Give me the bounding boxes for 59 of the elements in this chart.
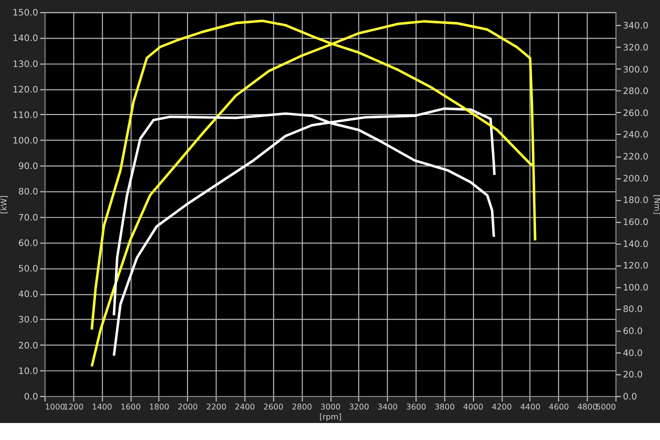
y-tick-label: 90.0	[18, 162, 38, 172]
y2-tick-label: 120.0	[622, 262, 649, 272]
x-tick-label: 1600	[120, 402, 141, 412]
y2-tick-label: 220.0	[622, 152, 649, 163]
y-tick-label: 30.0	[18, 316, 38, 326]
x-tick-label: 3400	[378, 402, 398, 412]
y2-tick-label: 100.0	[622, 283, 649, 294]
x-tick-label: 2800	[292, 402, 312, 412]
y-tick-label: 20.0	[18, 341, 38, 352]
y-tick-label: 10.0	[18, 366, 38, 377]
x-tick-label: 1200	[64, 402, 84, 412]
y2-tick-label: 160.0	[622, 218, 649, 228]
x-tick-label: 5000	[596, 402, 616, 412]
x-tick-label: 3600	[406, 402, 426, 412]
x-tick-label: 4800	[577, 402, 598, 412]
x-tick-label: 2200	[206, 402, 226, 412]
x-tick-label: 2400	[234, 402, 255, 412]
y2-tick-label: 20.0	[622, 370, 644, 381]
y-tick-label: 0.0	[24, 392, 38, 403]
y-tick-label: 60.0	[18, 238, 38, 249]
x-tick-label: 2600	[263, 402, 284, 412]
y-tick-label: 100.0	[12, 136, 38, 147]
y-tick-label: 40.0	[18, 290, 38, 300]
x-tick-label: 3800	[434, 402, 455, 412]
y-axis-title: [kW]	[0, 195, 9, 214]
x-tick-label: 3000	[320, 402, 341, 412]
y-tick-label: 120.0	[12, 85, 38, 96]
x-tick-label: 4200	[492, 402, 512, 412]
y2-tick-label: 240.0	[622, 130, 649, 141]
y-tick-label: 50.0	[18, 264, 38, 275]
x-tick-label: 4400	[520, 402, 540, 412]
y2-tick-label: 200.0	[622, 174, 649, 184]
x-axis-title: [rpm]	[319, 412, 342, 422]
x-tick-label: 4600	[548, 402, 569, 412]
y2-tick-label: 60.0	[622, 327, 644, 338]
y2-tick-label: 0.0	[622, 392, 638, 403]
y-tick-label: 80.0	[18, 188, 38, 198]
y-tick-label: 70.0	[18, 213, 38, 224]
y2-tick-label: 140.0	[622, 240, 649, 250]
x-tick-label: 4000	[463, 402, 484, 412]
y2-tick-label: 280.0	[622, 87, 649, 98]
y2-tick-label: 40.0	[622, 348, 644, 359]
y2-axis-title: [Nm]	[652, 194, 660, 214]
x-tick-label: 2000	[178, 402, 198, 412]
x-tick-label: 1000	[45, 402, 66, 412]
y-tick-label: 130.0	[12, 60, 38, 70]
y2-tick-label: 180.0	[622, 196, 649, 206]
x-tick-label: 1400	[92, 402, 112, 412]
y2-tick-label: 260.0	[622, 108, 649, 119]
y-tick-label: 140.0	[12, 34, 38, 44]
x-tick-label: 1800	[149, 402, 170, 412]
y2-tick-label: 300.0	[622, 65, 649, 76]
y2-tick-label: 320.0	[622, 43, 649, 54]
x-tick-label: 3200	[348, 402, 370, 412]
line-series	[112, 107, 496, 357]
y-tick-label: 150.0	[12, 8, 38, 19]
y2-tick-label: 340.0	[622, 22, 649, 32]
y-tick-label: 110.0	[12, 110, 38, 121]
y2-tick-label: 80.0	[622, 305, 644, 316]
